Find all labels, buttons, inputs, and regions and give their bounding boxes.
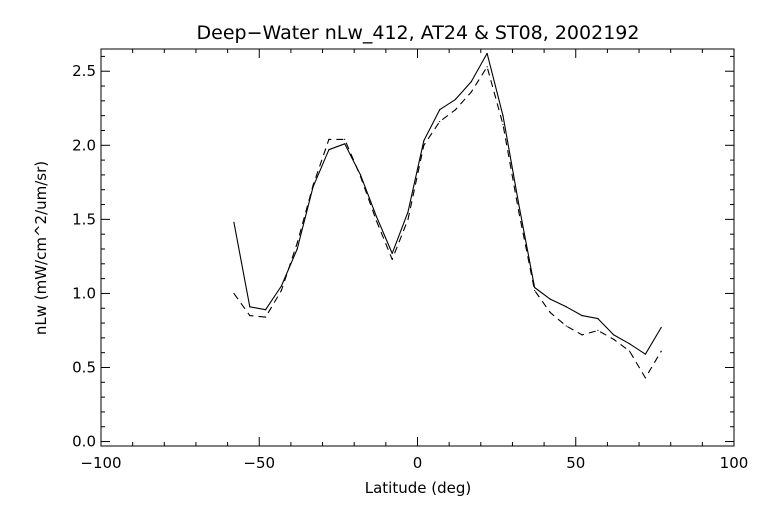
data-point-series-0 xyxy=(549,298,552,300)
data-point-series-0 xyxy=(391,252,393,255)
series-layer xyxy=(233,52,662,379)
data-point-series-0 xyxy=(233,221,235,223)
data-point-series-0 xyxy=(344,143,346,145)
data-point-series-0 xyxy=(375,215,377,217)
y-tick-label: 0.0 xyxy=(72,433,96,451)
data-point-series-0 xyxy=(534,286,536,289)
data-point-series-0 xyxy=(502,115,504,117)
x-tick-label: 50 xyxy=(566,454,585,472)
data-point-series-0 xyxy=(470,80,472,83)
data-point-series-1 xyxy=(423,144,425,146)
x-axis-label: Latitude (deg) xyxy=(365,479,471,497)
data-point-series-0 xyxy=(328,149,330,151)
data-point-series-1 xyxy=(439,120,441,123)
data-point-series-0 xyxy=(660,326,662,329)
data-point-series-0 xyxy=(486,52,488,55)
x-axis: −100 −50 0 50 100 xyxy=(80,49,748,472)
data-point-series-0 xyxy=(280,285,283,287)
data-point-series-0 xyxy=(644,353,646,355)
data-point-series-0 xyxy=(249,306,251,308)
data-point-series-1 xyxy=(391,258,393,260)
data-point-series-1 xyxy=(628,350,631,352)
data-point-series-0 xyxy=(597,318,599,320)
data-point-series-0 xyxy=(628,343,631,345)
data-point-series-0 xyxy=(581,315,583,317)
data-point-series-1 xyxy=(597,329,599,332)
data-point-series-1 xyxy=(534,289,536,292)
data-point-series-1 xyxy=(470,91,472,93)
y-axis: 0.0 0.5 1.0 1.5 2.0 2.5 xyxy=(72,55,734,451)
data-point-series-0 xyxy=(296,248,298,250)
data-point-series-1 xyxy=(249,315,251,317)
data-point-series-1 xyxy=(264,316,267,318)
x-tick-label: 100 xyxy=(720,454,749,472)
y-axis-label: nLw (mW/cm^2/um/sr) xyxy=(32,161,50,335)
data-point-series-0 xyxy=(565,306,567,308)
y-tick-label: 1.0 xyxy=(72,284,96,302)
data-point-series-1 xyxy=(660,350,662,352)
data-point-series-1 xyxy=(454,109,457,111)
data-point-series-1 xyxy=(344,138,346,140)
data-point-series-1 xyxy=(565,325,567,327)
data-point-series-0 xyxy=(439,109,441,111)
x-tick-label: −100 xyxy=(80,454,121,472)
data-point-series-1 xyxy=(502,123,504,126)
data-point-series-0 xyxy=(518,203,520,206)
data-point-series-1 xyxy=(359,175,362,177)
chart-title: Deep−Water nLw_412, AT24 & ST08, 2002192 xyxy=(197,22,640,44)
data-point-series-0 xyxy=(423,140,425,142)
y-tick-label: 0.5 xyxy=(72,358,96,376)
series-line-dashed xyxy=(233,66,662,379)
data-point-series-1 xyxy=(549,312,552,314)
data-point-series-1 xyxy=(328,138,330,140)
data-point-series-1 xyxy=(486,66,488,68)
data-point-series-0 xyxy=(359,174,362,176)
data-point-series-0 xyxy=(264,309,267,311)
data-point-series-1 xyxy=(375,220,377,222)
x-tick-label: −50 xyxy=(243,454,275,472)
data-point-series-1 xyxy=(233,292,235,295)
data-point-series-1 xyxy=(518,211,520,213)
x-tick-label: 0 xyxy=(413,454,423,472)
data-point-series-1 xyxy=(296,242,298,244)
y-tick-label: 2.5 xyxy=(72,62,96,80)
data-point-series-1 xyxy=(407,218,409,220)
plot-frame xyxy=(100,48,735,447)
data-point-series-1 xyxy=(312,184,314,186)
data-point-series-1 xyxy=(613,338,615,340)
data-point-series-0 xyxy=(454,98,457,100)
data-point-series-0 xyxy=(407,211,409,213)
series-line-solid xyxy=(233,52,662,355)
data-point-series-1 xyxy=(581,334,583,336)
y-tick-label: 1.5 xyxy=(72,210,96,228)
data-point-series-1 xyxy=(280,289,283,292)
y-tick-label: 2.0 xyxy=(72,136,96,154)
data-point-series-1 xyxy=(644,377,646,379)
data-point-series-0 xyxy=(613,334,615,336)
